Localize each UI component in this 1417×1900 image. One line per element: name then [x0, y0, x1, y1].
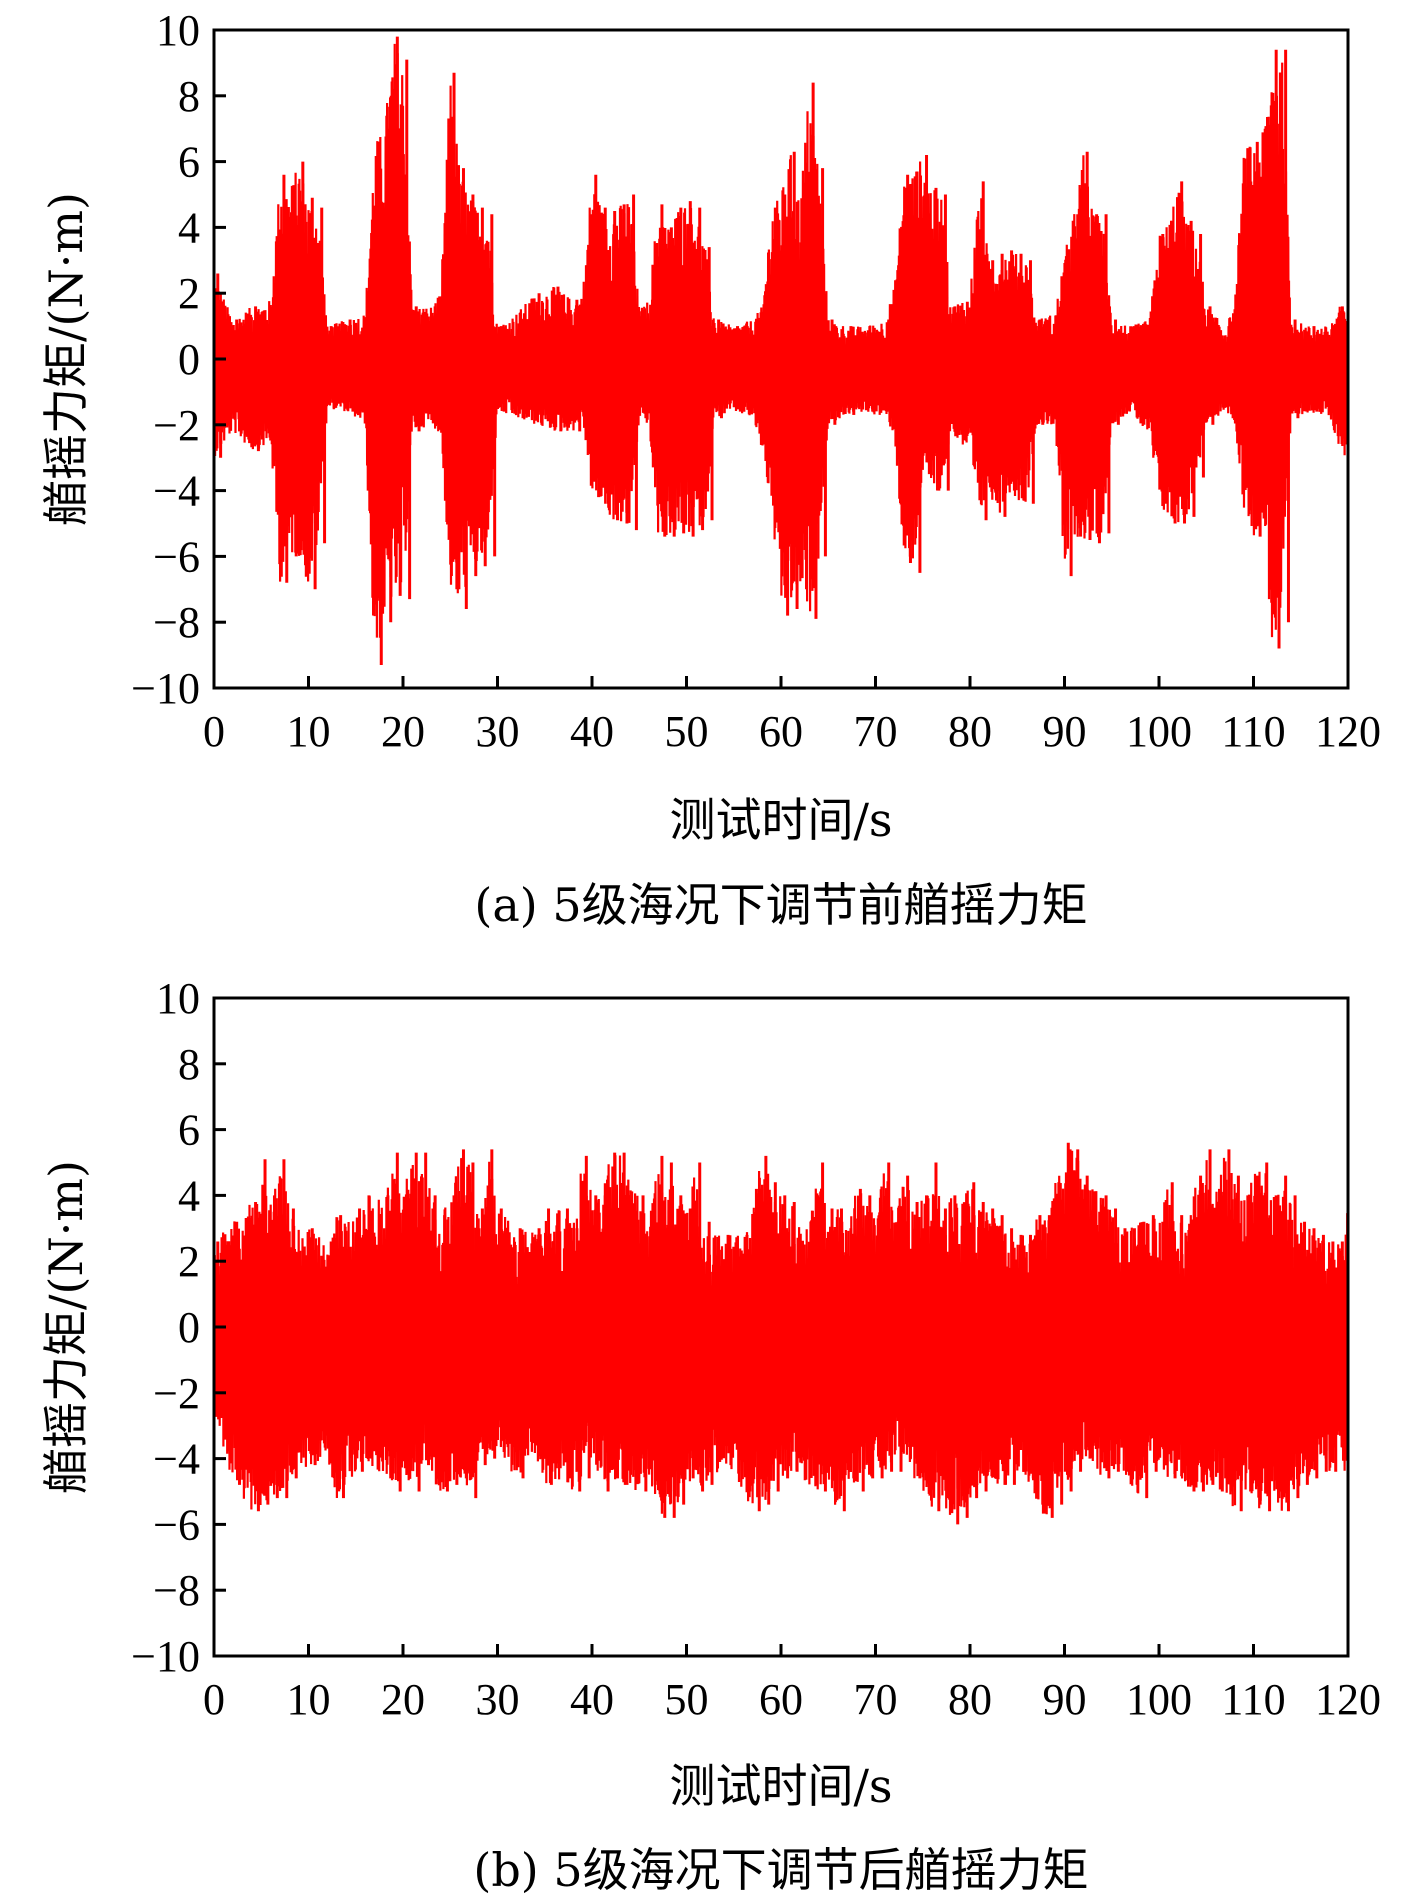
- y-tick-label: −10: [131, 664, 200, 713]
- x-tick-label: 60: [759, 707, 803, 756]
- series-line: [214, 1149, 1348, 1515]
- x-tick-label: 30: [476, 1675, 520, 1724]
- x-tick-label: 40: [570, 707, 614, 756]
- x-tick-label: 30: [476, 707, 520, 756]
- x-tick-label: 100: [1126, 707, 1192, 756]
- y-tick-label: 8: [178, 1040, 200, 1089]
- caption-b: (b) 5级海况下调节后艏摇力矩: [473, 1843, 1088, 1897]
- y-tick-label: 2: [178, 1237, 200, 1286]
- y-tick-label: 4: [178, 203, 200, 252]
- x-tick-label: 0: [203, 707, 225, 756]
- x-tick-label: 80: [948, 1675, 992, 1724]
- x-tick-label: 50: [665, 1675, 709, 1724]
- x-axis-title-b: 测试时间/s: [669, 1759, 892, 1813]
- y-tick-label: −8: [153, 1566, 200, 1615]
- y-tick-label: 2: [178, 269, 200, 318]
- y-tick-label: −2: [153, 1369, 200, 1418]
- y-tick-label: −2: [153, 401, 200, 450]
- x-tick-label: 100: [1126, 1675, 1192, 1724]
- y-tick-label: 4: [178, 1171, 200, 1220]
- y-tick-label: −6: [153, 532, 200, 581]
- y-axis-title-b: 艏摇力矩/(N·m): [39, 1160, 93, 1494]
- x-tick-label: 10: [287, 707, 331, 756]
- x-tick-label: 110: [1221, 707, 1285, 756]
- y-tick-label: 10: [156, 6, 200, 55]
- y-axis-title-a: 艏摇力矩/(N·m): [39, 192, 93, 526]
- y-tick-label: −4: [153, 467, 200, 516]
- x-tick-label: 90: [1043, 1675, 1087, 1724]
- x-tick-label: 120: [1315, 1675, 1381, 1724]
- x-tick-label: 90: [1043, 707, 1087, 756]
- y-tick-label: 6: [178, 138, 200, 187]
- y-tick-label: 0: [178, 1303, 200, 1352]
- x-tick-label: 60: [759, 1675, 803, 1724]
- y-tick-label: −6: [153, 1500, 200, 1549]
- y-tick-label: −8: [153, 598, 200, 647]
- torque-series-after: [214, 1142, 1348, 1525]
- y-axis-a: 10 8 6 4 2 0 −2 −4 −6 −8 −10: [131, 6, 226, 713]
- series-line: [214, 43, 1348, 638]
- x-axis-a: 0 10 20 30 40 50 60 70 80 90 100 110 120: [203, 676, 1381, 756]
- y-tick-label: −4: [153, 1435, 200, 1484]
- y-tick-label: 0: [178, 335, 200, 384]
- x-axis-title-a: 测试时间/s: [669, 793, 892, 847]
- x-tick-label: 20: [381, 707, 425, 756]
- y-tick-label: −10: [131, 1632, 200, 1681]
- caption-a: (a) 5级海况下调节前艏摇力矩: [474, 878, 1087, 932]
- x-tick-label: 70: [854, 707, 898, 756]
- x-tick-label: 40: [570, 1675, 614, 1724]
- x-tick-label: 50: [665, 707, 709, 756]
- x-tick-label: 20: [381, 1675, 425, 1724]
- x-tick-label: 110: [1221, 1675, 1285, 1724]
- x-tick-label: 80: [948, 707, 992, 756]
- y-axis-b: 10 8 6 4 2 0 −2 −4 −6 −8 −10: [131, 974, 226, 1681]
- y-tick-label: 10: [156, 974, 200, 1023]
- torque-series-before: [214, 36, 1348, 665]
- x-axis-b: 0 10 20 30 40 50 60 70 80 90 100 110 120: [203, 1644, 1381, 1724]
- y-tick-label: 8: [178, 72, 200, 121]
- x-tick-label: 120: [1315, 707, 1381, 756]
- x-tick-label: 0: [203, 1675, 225, 1724]
- y-tick-label: 6: [178, 1106, 200, 1155]
- x-tick-label: 70: [854, 1675, 898, 1724]
- x-tick-label: 10: [287, 1675, 331, 1724]
